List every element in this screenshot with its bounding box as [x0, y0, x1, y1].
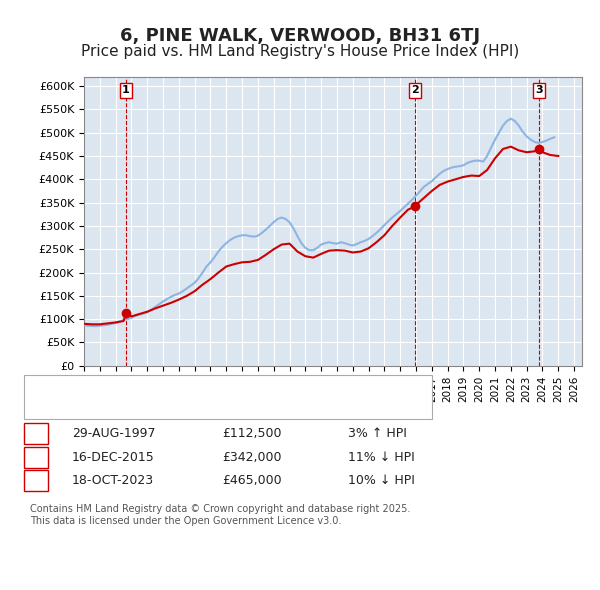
- Text: 16-DEC-2015: 16-DEC-2015: [72, 451, 155, 464]
- Text: 18-OCT-2023: 18-OCT-2023: [72, 474, 154, 487]
- Text: 2: 2: [412, 86, 419, 96]
- Text: 29-AUG-1997: 29-AUG-1997: [72, 427, 155, 440]
- Text: £342,000: £342,000: [222, 451, 281, 464]
- Text: £465,000: £465,000: [222, 474, 281, 487]
- Text: 6, PINE WALK, VERWOOD, BH31 6TJ (detached house): 6, PINE WALK, VERWOOD, BH31 6TJ (detache…: [87, 382, 386, 391]
- Text: 10% ↓ HPI: 10% ↓ HPI: [348, 474, 415, 487]
- Text: 3: 3: [32, 474, 40, 487]
- Text: Contains HM Land Registry data © Crown copyright and database right 2025.
This d: Contains HM Land Registry data © Crown c…: [30, 504, 410, 526]
- Text: 1: 1: [32, 427, 40, 440]
- Text: 1: 1: [122, 86, 130, 96]
- Text: 3: 3: [535, 86, 543, 96]
- Text: 2: 2: [32, 451, 40, 464]
- Text: 3% ↑ HPI: 3% ↑ HPI: [348, 427, 407, 440]
- Text: HPI: Average price, detached house, Dorset: HPI: Average price, detached house, Dors…: [87, 399, 330, 409]
- Text: £112,500: £112,500: [222, 427, 281, 440]
- Text: Price paid vs. HM Land Registry's House Price Index (HPI): Price paid vs. HM Land Registry's House …: [81, 44, 519, 59]
- Text: 11% ↓ HPI: 11% ↓ HPI: [348, 451, 415, 464]
- Text: 6, PINE WALK, VERWOOD, BH31 6TJ: 6, PINE WALK, VERWOOD, BH31 6TJ: [120, 27, 480, 45]
